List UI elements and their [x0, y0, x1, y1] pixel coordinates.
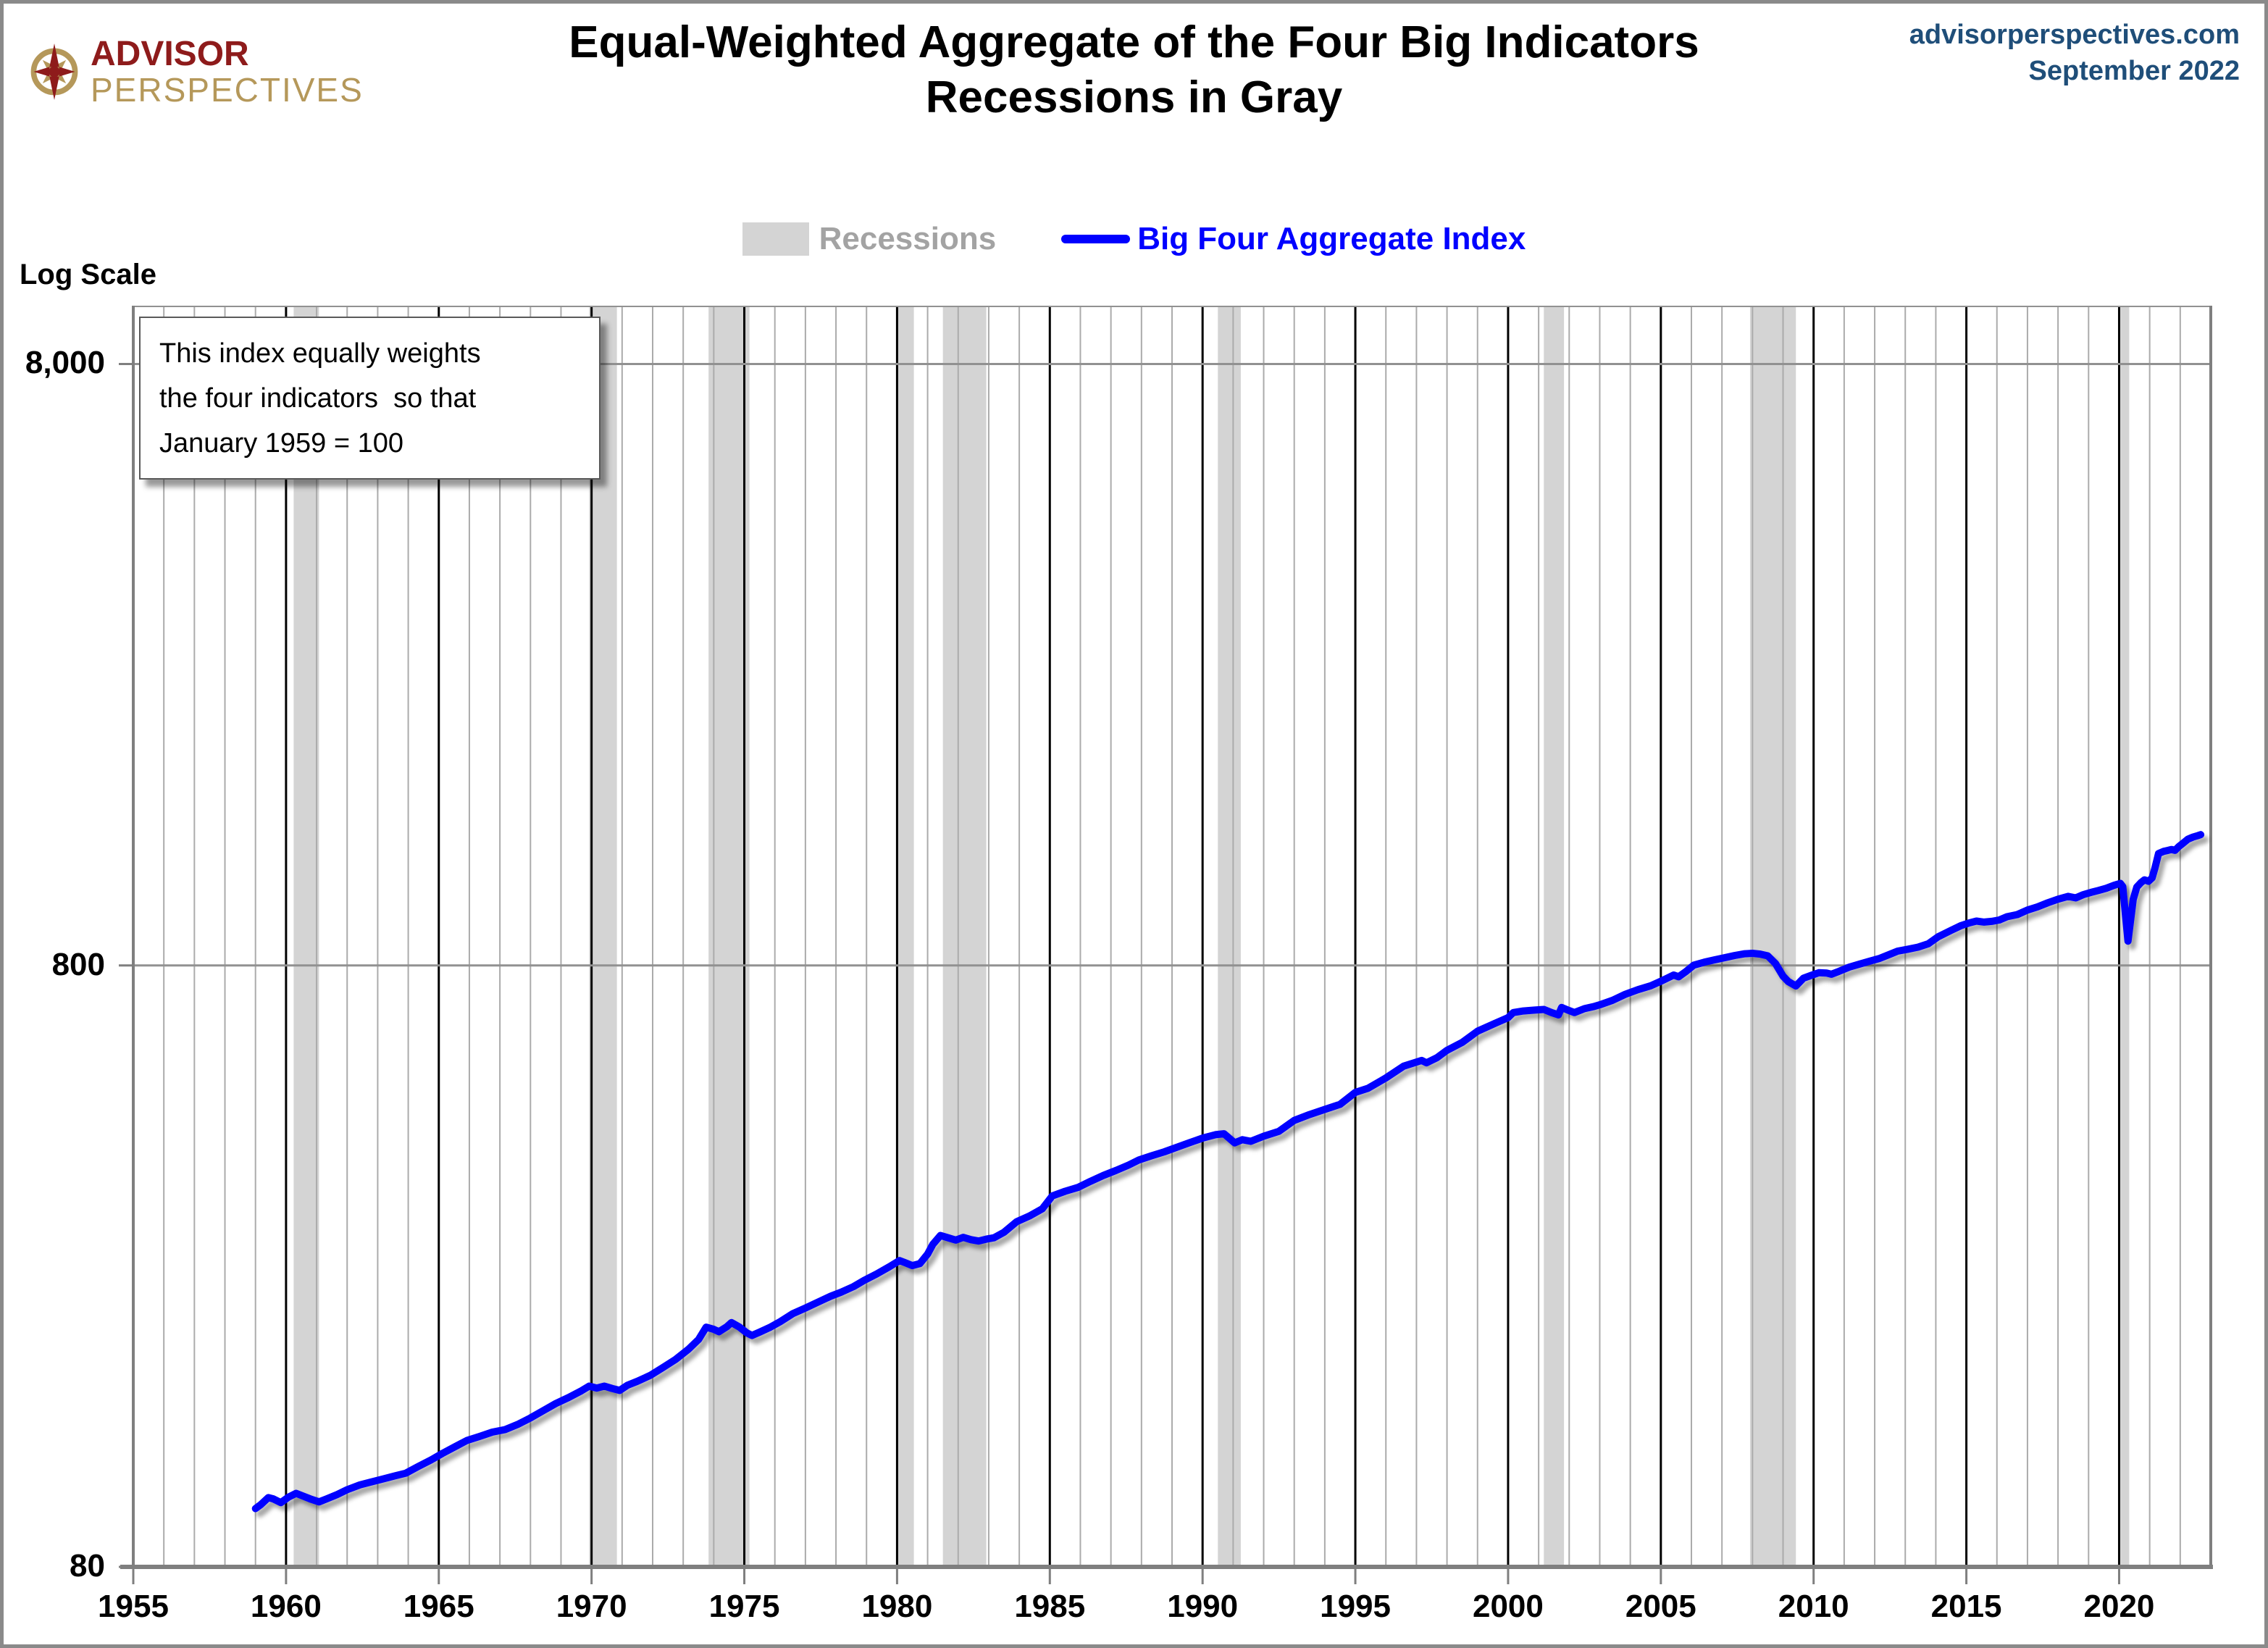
x-axis-label-1980: 1980 — [861, 1589, 933, 1624]
x-axis-label-2020: 2020 — [2083, 1589, 2155, 1624]
recession-band — [1544, 306, 1565, 1567]
site-link[interactable]: advisorperspectives.com — [1909, 20, 2240, 50]
logo-text: ADVISOR PERSPECTIVES — [91, 35, 364, 109]
x-axis-label-2000: 2000 — [1472, 1589, 1544, 1624]
recession-band — [293, 306, 319, 1567]
recession-legend-label: Recessions — [819, 221, 997, 256]
x-axis-label-1975: 1975 — [708, 1589, 780, 1624]
x-axis-label-1995: 1995 — [1320, 1589, 1391, 1624]
x-axis-label-1970: 1970 — [556, 1589, 627, 1624]
recession-band — [1749, 306, 1796, 1567]
recession-band — [942, 306, 987, 1567]
logo-line1: ADVISOR — [91, 35, 249, 73]
annotation-line3: January 1959 = 100 — [159, 428, 403, 459]
chart-plot-area — [119, 306, 2213, 1584]
x-axis-label-1955: 1955 — [98, 1589, 169, 1624]
annotation-line1: This index equally weights — [159, 338, 481, 369]
recession-band — [589, 306, 617, 1567]
x-axis-label-2010: 2010 — [1778, 1589, 1849, 1624]
x-axis-label-2005: 2005 — [1625, 1589, 1696, 1624]
x-axis-label-1965: 1965 — [403, 1589, 474, 1624]
series-line — [251, 831, 2205, 1513]
y-axis-label-800: 800 — [51, 946, 105, 982]
page-title: Equal-Weighted Aggregate of the Four Big… — [221, 15, 2047, 125]
y-axis-label-80: 80 — [70, 1548, 105, 1584]
recession-band — [1218, 306, 1241, 1567]
title-line2: Recessions in Gray — [925, 72, 1343, 122]
y-axis-label-8000: 8,000 — [25, 345, 105, 381]
x-axis-label-1990: 1990 — [1167, 1589, 1239, 1624]
legend: Recessions Big Four Aggregate Index — [4, 221, 2264, 257]
x-axis-label-1985: 1985 — [1014, 1589, 1086, 1624]
date-label: September 2022 — [2028, 56, 2240, 86]
compass-star-icon — [30, 43, 78, 101]
log-scale-label: Log Scale — [20, 259, 156, 290]
title-line1: Equal-Weighted Aggregate of the Four Big… — [569, 17, 1699, 67]
recession-swatch — [742, 222, 809, 256]
annotation-box: This index equally weights the four indi… — [139, 317, 601, 480]
logo: ADVISOR PERSPECTIVES — [25, 33, 364, 111]
series-legend-label: Big Four Aggregate Index — [1137, 221, 1526, 256]
x-axis-label-1960: 1960 — [250, 1589, 322, 1624]
recession-band — [897, 306, 914, 1567]
logo-line2: PERSPECTIVES — [91, 71, 364, 109]
recession-band — [708, 306, 750, 1567]
site-block: advisorperspectives.com September 2022 — [1909, 17, 2240, 89]
annotation-line2: the four indicators so that — [159, 383, 477, 414]
series-line-swatch — [1061, 235, 1131, 243]
x-axis-label-2015: 2015 — [1930, 1589, 2002, 1624]
